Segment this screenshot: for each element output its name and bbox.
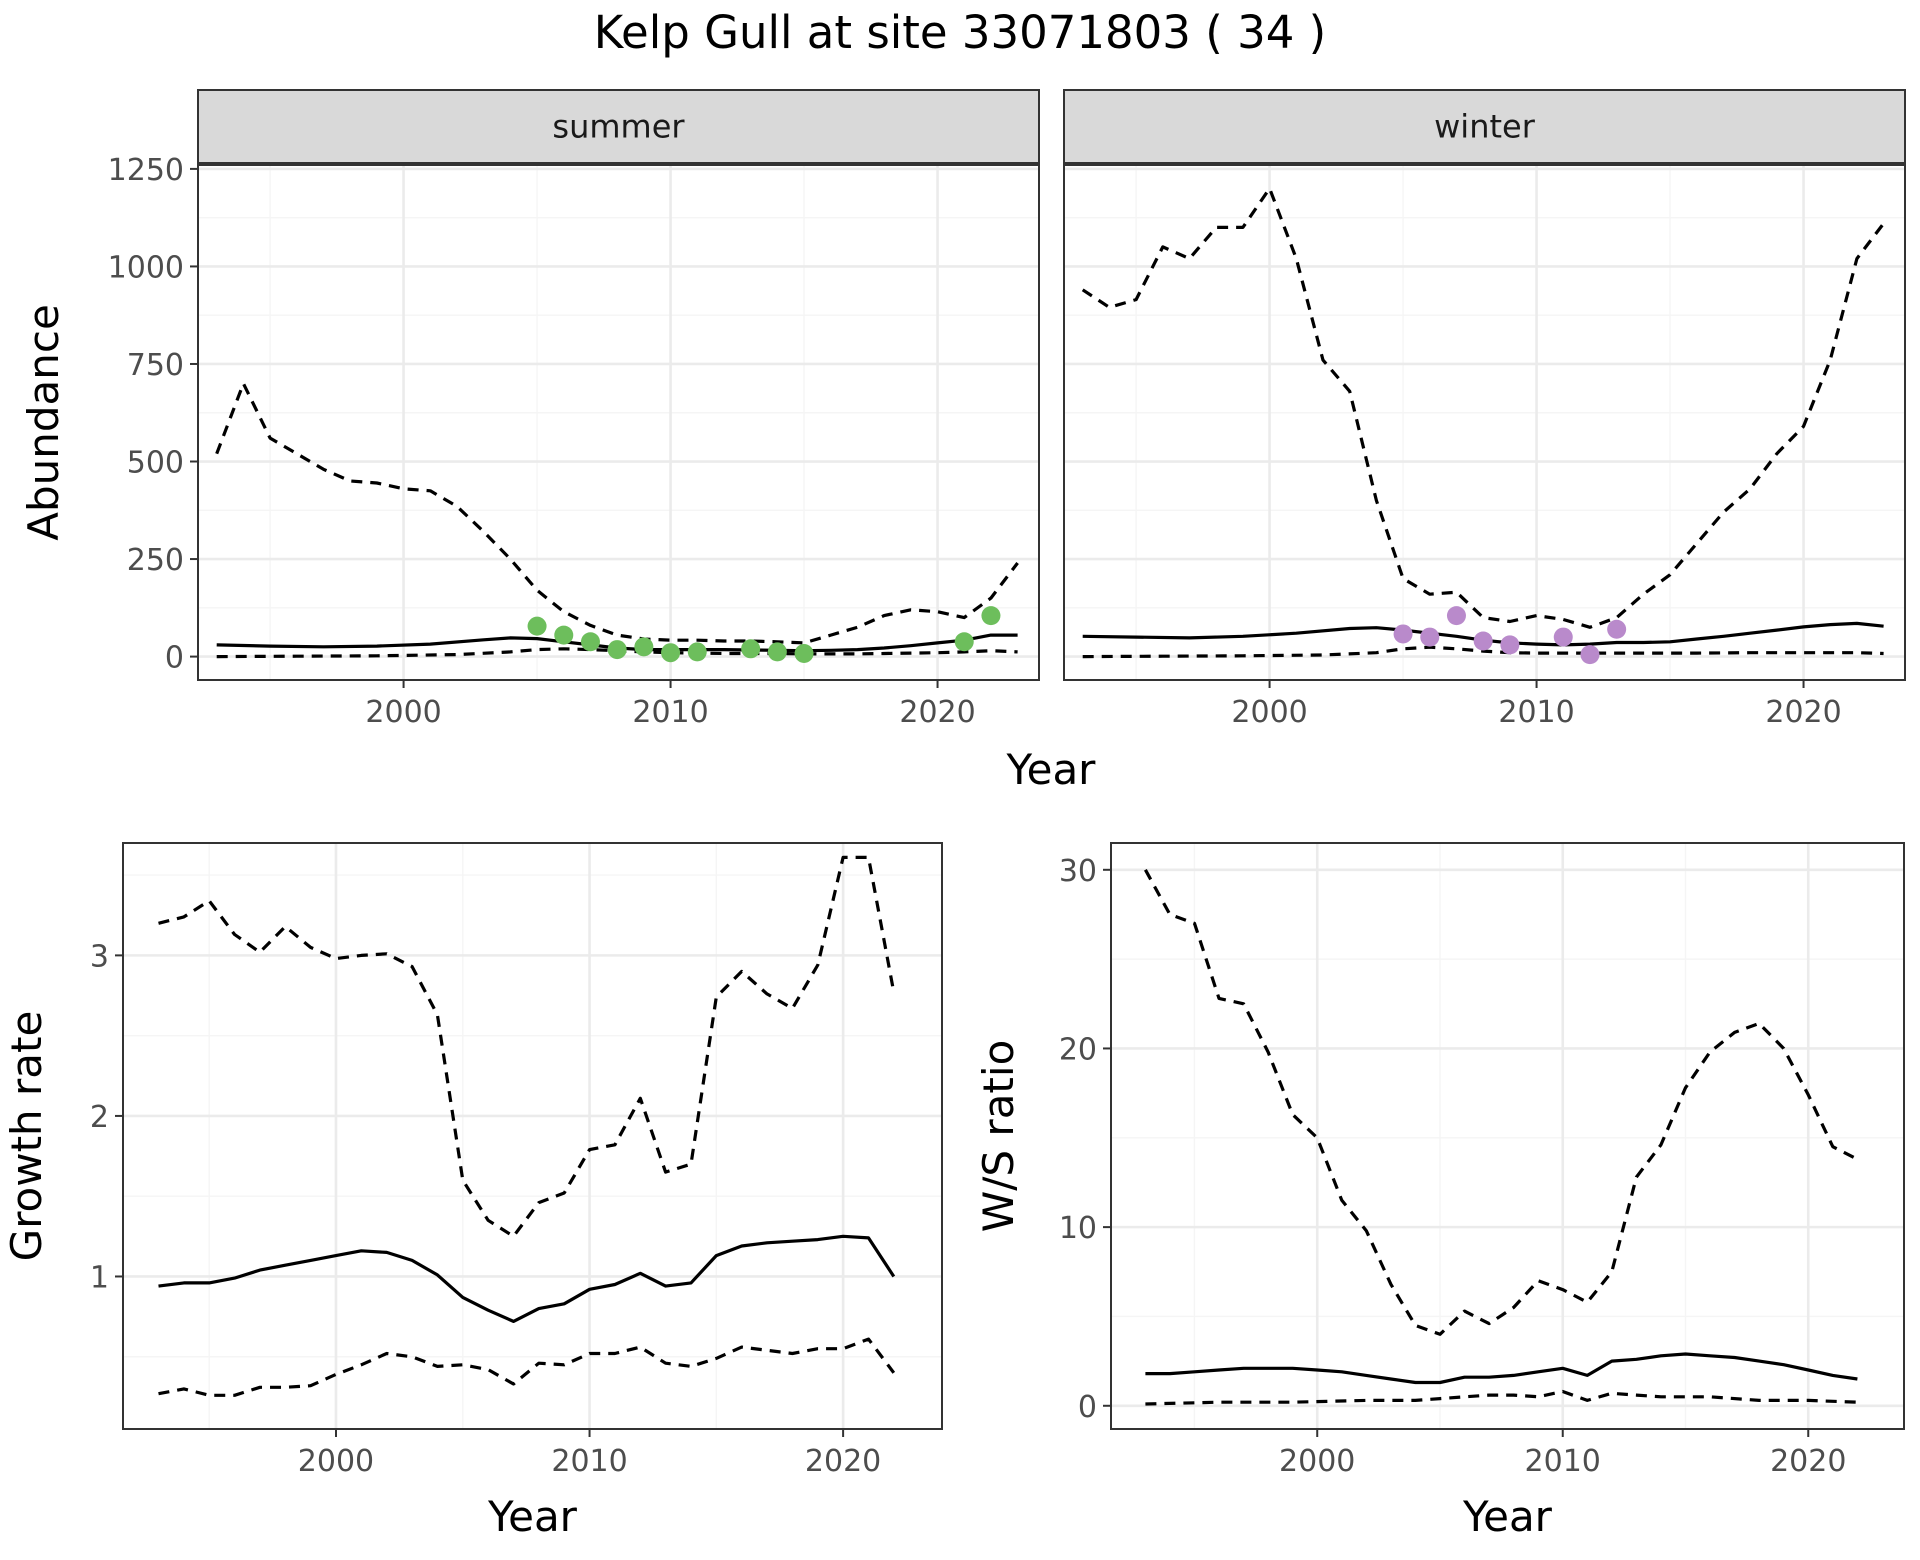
data-point	[1446, 606, 1466, 626]
data-point	[767, 642, 787, 662]
panel-summer: summer 2000 2010 2020 0 250 500 750 1000 1250 Abun…	[19, 89, 1040, 730]
panel-ratio: 2000 2010 2020 0 10 20 30 Year W/S ratio	[974, 842, 1905, 1541]
data-point	[661, 643, 681, 663]
y-tick-label: 3	[90, 939, 109, 974]
y-tick-label: 1	[90, 1260, 109, 1295]
data-point	[527, 616, 547, 636]
y-tick-label: 2	[90, 1100, 109, 1135]
series-lower-line	[158, 1337, 896, 1397]
y-tick-label: 500	[127, 446, 184, 481]
series-mean-line	[216, 633, 1018, 653]
x-tick-label: 2000	[298, 1444, 374, 1479]
y-tick-label: 30	[1059, 854, 1097, 889]
data-point	[1420, 627, 1440, 647]
y-tick-label: 1000	[108, 250, 184, 285]
x-tick-label: 2020	[805, 1444, 881, 1479]
x-tick-label: 2000	[1231, 695, 1307, 730]
y-axis-title: Abundance	[19, 304, 68, 541]
y-tick-label: 0	[165, 641, 184, 676]
x-tick-label: 2010	[1498, 695, 1574, 730]
x-tick-label: 2020	[899, 695, 975, 730]
panel-winter: winter 2000 2010 2020	[1063, 89, 1906, 730]
data-point	[741, 639, 761, 659]
figure-title: Kelp Gull at site 33071803 ( 34 )	[594, 6, 1326, 59]
data-point	[580, 632, 600, 652]
series-mean-line	[1145, 1352, 1858, 1385]
series-upper-line	[158, 855, 896, 1238]
panel-growth: 2000 2010 2020 1 2 3 Year Growth rate	[2, 842, 943, 1541]
facet-strip	[197, 89, 1040, 164]
y-tick-label: 10	[1059, 1211, 1097, 1246]
y-axis-title: W/S ratio	[974, 1040, 1023, 1233]
series-mean-line	[158, 1234, 896, 1323]
data-point	[554, 625, 574, 645]
facet-strip-label: summer	[552, 108, 685, 146]
x-tick-label: 2000	[1279, 1444, 1355, 1479]
x-tick-label: 2020	[1770, 1444, 1846, 1479]
y-axis-title: Growth rate	[2, 1011, 51, 1262]
data-point	[1393, 624, 1413, 644]
data-point	[1580, 645, 1600, 665]
facet-strip-label: winter	[1434, 108, 1536, 146]
x-axis-title: Year	[1462, 1492, 1553, 1541]
data-point	[1500, 635, 1520, 655]
series-mean-line	[1082, 621, 1884, 647]
panel-border	[1110, 842, 1905, 1430]
x-axis-title: Year	[487, 1492, 578, 1541]
facet-x-axis-title: Year	[1006, 745, 1097, 794]
y-tick-label: 250	[127, 543, 184, 578]
data-point	[1607, 619, 1627, 639]
panel-border	[122, 842, 943, 1430]
series-lower-line	[216, 647, 1018, 659]
data-point	[1553, 627, 1573, 647]
data-point	[954, 632, 974, 652]
series-lower-line	[1082, 645, 1884, 659]
x-tick-label: 2000	[365, 695, 441, 730]
data-point	[1473, 631, 1493, 651]
x-tick-label: 2010	[632, 695, 708, 730]
data-point	[981, 606, 1001, 626]
y-tick-label: 1250	[108, 153, 184, 188]
x-tick-label: 2020	[1765, 695, 1841, 730]
series-upper-line	[1143, 869, 1859, 1336]
x-tick-label: 2010	[1525, 1444, 1601, 1479]
data-point	[634, 637, 654, 657]
y-tick-label: 20	[1059, 1032, 1097, 1067]
y-tick-label: 750	[127, 348, 184, 383]
data-point	[687, 642, 707, 662]
x-tick-label: 2010	[551, 1444, 627, 1479]
series-upper-line	[215, 381, 1019, 645]
data-point	[607, 640, 627, 660]
data-point	[794, 643, 814, 663]
y-tick-label: 0	[1078, 1390, 1097, 1425]
